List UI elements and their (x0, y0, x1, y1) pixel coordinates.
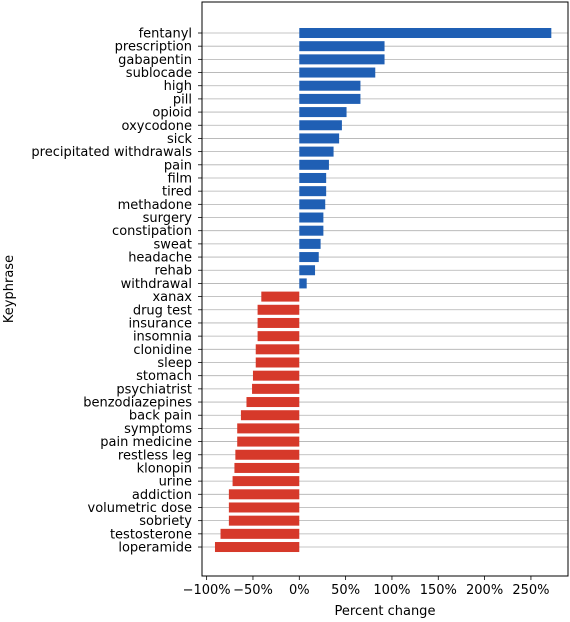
y-tick-label: oxycodone (122, 119, 192, 134)
y-tick-label: sick (167, 132, 193, 147)
y-tick-label: symptoms (124, 422, 192, 437)
bar (257, 331, 300, 342)
y-tick-label: surgery (143, 211, 193, 226)
bar (299, 54, 385, 65)
y-tick-label: clonidine (133, 343, 192, 358)
bar (237, 436, 300, 447)
y-tick-label: withdrawal (121, 277, 192, 292)
bar (234, 462, 300, 473)
y-tick-label: precipitated withdrawals (31, 145, 192, 160)
bar (299, 93, 361, 104)
y-axis-label: Keyphrase (2, 255, 17, 323)
y-tick-label: methadone (118, 198, 192, 213)
x-tick-label: 200% (466, 583, 503, 598)
bar (228, 489, 300, 500)
bar (257, 304, 300, 315)
y-tick-label: gabapentin (118, 53, 192, 68)
bar (252, 370, 300, 381)
y-tick-label: opioid (152, 106, 192, 121)
y-tick-label: urine (159, 475, 192, 490)
x-tick-label: 250% (512, 583, 549, 598)
bar (299, 41, 385, 52)
bar (299, 186, 327, 197)
x-tick-label: −100% (183, 583, 231, 598)
y-tick-labels: fentanylprescriptiongabapentinsublocadeh… (31, 27, 202, 556)
y-tick-label: tired (162, 185, 192, 200)
y-tick-label: sleep (157, 356, 192, 371)
bar (299, 28, 552, 38)
bar (299, 120, 342, 131)
bar (299, 172, 327, 183)
y-tick-label: klonopin (137, 461, 192, 476)
x-tick-label: 0% (289, 583, 310, 598)
y-tick-label: sobriety (139, 514, 192, 529)
y-tick-label: fentanyl (139, 27, 192, 42)
y-tick-label: drug test (133, 303, 192, 318)
bar (261, 291, 300, 302)
bar (299, 159, 329, 170)
y-tick-label: rehab (154, 264, 192, 279)
bar (220, 528, 300, 539)
bar (299, 225, 324, 236)
bar (252, 383, 300, 394)
bar (299, 146, 334, 157)
plot-frame (201, 1, 569, 577)
x-tick-label: −50% (233, 583, 273, 598)
y-tick-label: sweat (154, 237, 192, 252)
bar (299, 212, 324, 223)
y-tick-label: film (168, 171, 192, 186)
x-tick-label: 150% (420, 583, 457, 598)
bar (237, 423, 300, 434)
y-tick-label: loperamide (118, 541, 192, 556)
bar (232, 476, 300, 487)
y-tick-label: prescription (115, 40, 192, 55)
bar (214, 542, 300, 553)
bar (299, 107, 347, 118)
bar (255, 344, 300, 355)
bar (228, 502, 300, 513)
y-tick-label: back pain (129, 409, 192, 424)
y-tick-label: insurance (128, 316, 192, 331)
x-axis-label: Percent change (335, 604, 436, 618)
x-tick-label: 50% (331, 583, 360, 598)
y-tick-label: pain medicine (100, 435, 192, 450)
bar (235, 449, 300, 460)
y-tick-label: benzodiazepines (83, 396, 192, 411)
y-tick-label: psychiatrist (116, 382, 192, 397)
bar (299, 80, 361, 91)
y-tick-label: xanax (152, 290, 192, 305)
bar (299, 265, 316, 276)
y-tick-label: restless leg (118, 448, 192, 463)
grid-lines (202, 32, 568, 548)
y-tick-label: high (164, 79, 192, 94)
bar (299, 238, 321, 249)
y-tick-label: stomach (136, 369, 192, 384)
x-ticks: −100% −50% 0% 50% 100% 150% 200% 250% (183, 576, 550, 598)
bar (257, 317, 300, 328)
bar (299, 67, 376, 78)
y-tick-label: pill (173, 92, 192, 107)
y-tick-label: constipation (112, 224, 192, 239)
bars (214, 28, 552, 553)
bar (246, 397, 300, 408)
bar (299, 133, 340, 144)
bar (299, 252, 319, 263)
bar (299, 199, 326, 210)
bar (255, 357, 300, 368)
y-tick-label: pain (164, 158, 192, 173)
y-tick-label: sublocade (126, 66, 192, 81)
bar (240, 410, 300, 421)
y-tick-label: testosterone (110, 527, 192, 542)
x-tick-label: 100% (373, 583, 410, 598)
y-tick-label: addiction (132, 488, 192, 503)
y-tick-label: volumetric dose (88, 501, 192, 516)
y-tick-label: insomnia (133, 330, 192, 345)
bar (299, 278, 307, 289)
bar (228, 515, 300, 526)
y-tick-label: headache (128, 251, 192, 266)
